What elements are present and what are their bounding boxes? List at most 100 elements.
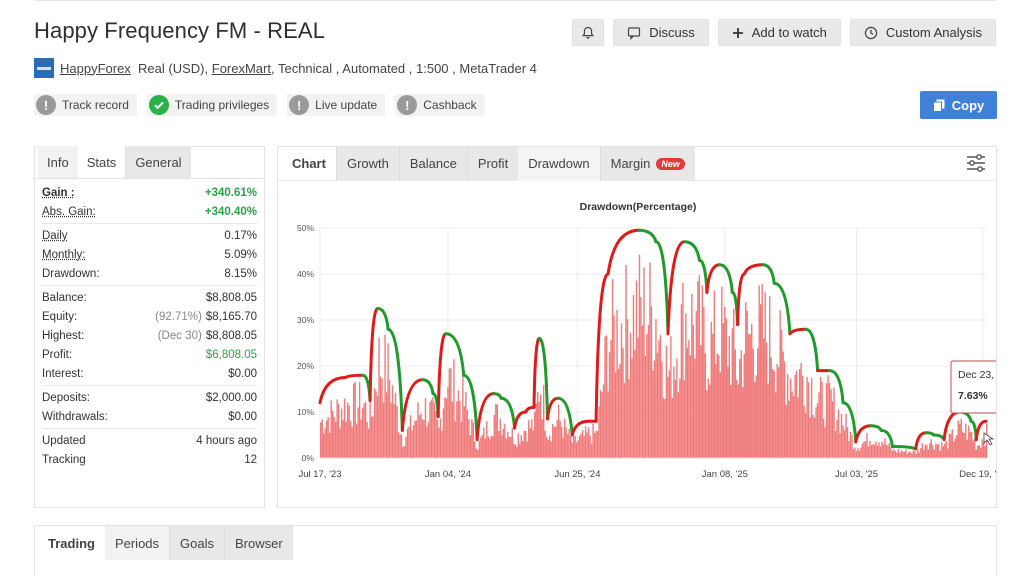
warning-icon: ! [397, 95, 418, 115]
drawdown-bar [495, 404, 497, 458]
drawdown-bar [751, 323, 753, 458]
tab-periods[interactable]: Periods [104, 526, 170, 560]
drawdown-bar [894, 450, 897, 458]
tab-margin[interactable]: Margin New [599, 146, 695, 181]
badges-row: ! Track record Trading privileges ! Live… [34, 94, 485, 116]
drawdown-bar [899, 452, 901, 458]
drawdown-bar [948, 433, 950, 458]
drawdown-bar [655, 319, 657, 458]
custom-analysis-label: Custom Analysis [885, 25, 982, 40]
drawdown-bar [697, 281, 699, 458]
drawdown-bar [519, 443, 521, 458]
drawdown-bar [584, 426, 587, 458]
drawdown-bar [563, 418, 566, 458]
trading-privileges-badge[interactable]: Trading privileges [146, 94, 278, 116]
tab-info[interactable]: Info [38, 146, 78, 178]
tab-general[interactable]: General [125, 146, 191, 178]
drawdown-bar [607, 391, 609, 458]
notify-button[interactable] [572, 19, 605, 46]
copy-icon [932, 99, 945, 112]
drawdown-bar [674, 379, 677, 458]
drawdown-bar [462, 376, 464, 458]
drawdown-bar [962, 431, 964, 458]
drawdown-bar [752, 348, 754, 458]
broker-link[interactable]: HappyForex [60, 60, 131, 76]
tab-growth[interactable]: Growth [335, 146, 399, 181]
platform-link[interactable]: ForexMart [211, 60, 271, 76]
tab-drawdown[interactable]: Drawdown [518, 146, 600, 181]
drawdown-bar [864, 440, 867, 458]
drawdown-bar [472, 422, 475, 458]
drawdown-bar [731, 328, 733, 458]
add-to-watch-button[interactable]: Add to watch [717, 19, 841, 46]
drawdown-bar [689, 355, 692, 458]
drawdown-bar [631, 358, 633, 458]
warning-icon: ! [36, 95, 56, 115]
drawdown-bar [809, 417, 811, 458]
drawdown-line-segment [343, 373, 365, 379]
drawdown-chart[interactable]: Drawdown(Percentage) 0% 10% 20% 30% 40% 50% Ju… [278, 183, 996, 507]
drawdown-bar [626, 319, 629, 458]
drawdown-bar [593, 432, 596, 458]
chart-panel: Chart Growth Balance Profit Drawdown Mar… [277, 146, 997, 508]
drawdown-bar [538, 401, 540, 458]
chart-settings-button[interactable] [966, 154, 986, 177]
cashback-badge[interactable]: ! Cashback [395, 94, 485, 116]
tab-chart[interactable]: Chart [292, 156, 326, 171]
discuss-button[interactable]: Discuss [613, 19, 709, 46]
drawdown-bar [486, 421, 488, 458]
drawdown-bar [743, 353, 745, 458]
track-record-badge[interactable]: ! Track record [34, 94, 137, 116]
drawdown-bar [783, 361, 786, 458]
drawdown-bar [786, 374, 789, 458]
drawdown-bar [388, 379, 391, 458]
drawdown-bar [795, 370, 798, 458]
drawdown-bar [763, 338, 765, 458]
tab-trading[interactable]: Trading [48, 535, 95, 551]
drawdown-bar [707, 378, 710, 458]
drawdown-bar [905, 449, 907, 458]
drawdown-bar [545, 436, 548, 458]
tab-goals[interactable]: Goals [169, 526, 224, 560]
drawdown-bar [504, 423, 506, 458]
drawdown-bar [580, 433, 582, 458]
drawdown-bar [415, 420, 418, 458]
tab-balance[interactable]: Balance [398, 146, 467, 181]
drawdown-bar [746, 310, 748, 458]
drawdown-bar [324, 428, 326, 458]
drawdown-bar [430, 399, 433, 458]
drawdown-line-segment [556, 396, 574, 437]
drawdown-bar [688, 340, 690, 458]
drawdown-bar [715, 363, 717, 458]
drawdown-line-segment [368, 307, 380, 402]
y-tick-label: 10% [297, 407, 314, 417]
drawdown-bar [556, 419, 558, 458]
drawdown-bar [749, 333, 751, 458]
stat-daily: Daily 0.17% [42, 229, 257, 242]
drawdown-bar [801, 375, 804, 458]
drawdown-bar [513, 443, 515, 458]
drawdown-bar [915, 453, 918, 458]
chart-tooltip [950, 360, 996, 414]
drawdown-line-segment [570, 419, 591, 437]
drawdown-bar [748, 334, 750, 458]
tab-profit[interactable]: Profit [466, 146, 519, 181]
tab-stats[interactable]: Stats [77, 146, 126, 178]
copy-button[interactable]: Copy [920, 91, 997, 119]
drawdown-bar [321, 419, 323, 458]
drawdown-bar [659, 335, 662, 458]
drawdown-bar [926, 444, 928, 458]
live-update-badge[interactable]: ! Live update [287, 94, 386, 116]
custom-analysis-button[interactable]: Custom Analysis [849, 19, 996, 46]
drawdown-bar [698, 275, 701, 458]
drawdown-bar [960, 418, 962, 458]
drawdown-bar [441, 430, 443, 458]
drawdown-bar [903, 451, 906, 458]
tab-browser[interactable]: Browser [224, 526, 293, 560]
drawdown-bar [456, 401, 458, 458]
drawdown-bar [650, 306, 653, 458]
drawdown-bar [363, 403, 365, 458]
drawdown-bar [810, 378, 813, 458]
drawdown-line-segment [879, 428, 894, 448]
drawdown-bar [574, 436, 576, 458]
